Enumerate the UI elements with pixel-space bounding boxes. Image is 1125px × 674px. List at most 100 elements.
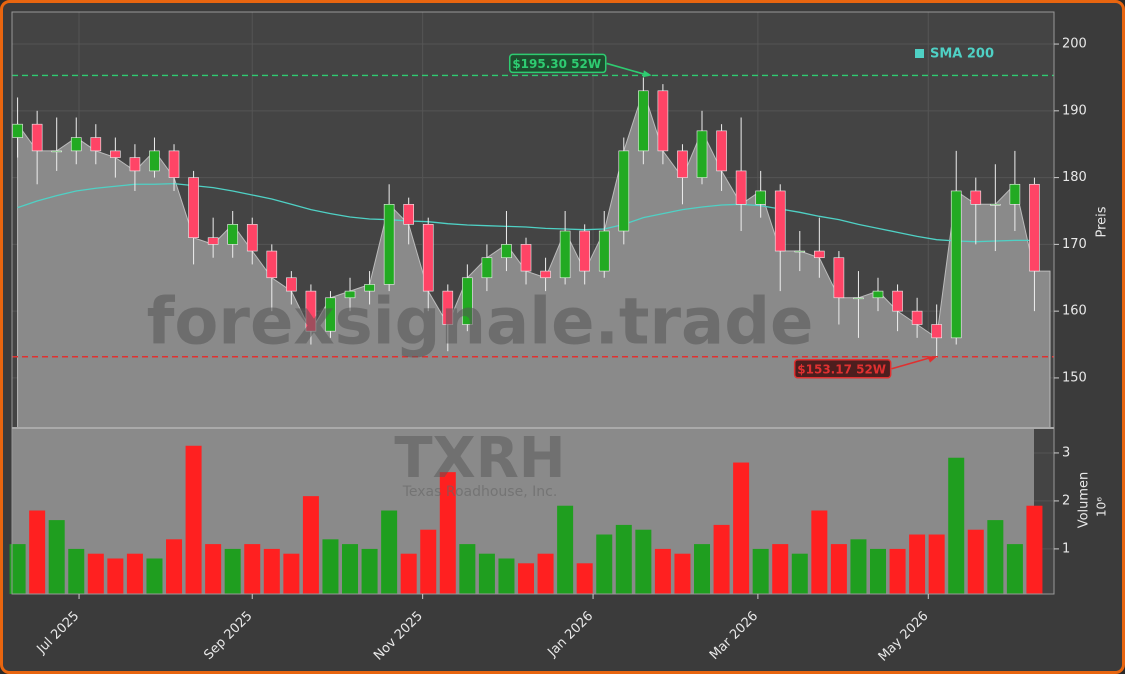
candle-body bbox=[246, 224, 258, 252]
candle-body bbox=[12, 123, 23, 138]
volume-bar bbox=[889, 548, 906, 594]
candle-body bbox=[129, 157, 141, 172]
volume-bar bbox=[478, 553, 495, 594]
candle-body bbox=[1029, 183, 1040, 272]
annotation-label: $153.17 52W bbox=[797, 362, 886, 376]
volume-bar bbox=[596, 534, 613, 594]
volume-bar bbox=[557, 505, 574, 594]
volume-bar bbox=[635, 529, 652, 594]
volume-bar bbox=[694, 544, 711, 594]
candle-body bbox=[31, 123, 43, 152]
volume-bar bbox=[576, 563, 593, 594]
arrow-head bbox=[927, 356, 937, 363]
candle-body bbox=[501, 244, 512, 259]
volume-bar bbox=[29, 510, 46, 594]
candle-body bbox=[950, 190, 962, 339]
volume-bar bbox=[850, 539, 867, 594]
candle-body bbox=[364, 284, 375, 292]
volume-bar bbox=[537, 553, 554, 594]
candle-body bbox=[872, 290, 884, 299]
volume-bar bbox=[1006, 544, 1023, 594]
candle-body bbox=[970, 190, 982, 205]
candle-body bbox=[168, 150, 180, 178]
volume-bar bbox=[811, 510, 828, 594]
volume-bar bbox=[146, 558, 163, 594]
plot-border bbox=[11, 11, 1055, 595]
volume-bar bbox=[713, 524, 730, 594]
candle-body bbox=[579, 230, 590, 272]
volume-bar bbox=[518, 563, 535, 594]
legend-label: SMA 200 bbox=[930, 47, 994, 62]
volume-bar bbox=[283, 553, 300, 594]
annotation-box bbox=[793, 359, 892, 379]
volume-bar bbox=[185, 445, 202, 594]
volume-bar bbox=[439, 472, 456, 594]
candle-body bbox=[814, 250, 825, 259]
candle-body bbox=[657, 90, 669, 152]
candle-body bbox=[755, 190, 766, 205]
volume-bar bbox=[1026, 505, 1043, 594]
candle-body bbox=[853, 297, 864, 300]
volume-bar bbox=[420, 529, 437, 594]
volume-bar bbox=[48, 520, 65, 594]
y-tick-label: 180 bbox=[1062, 170, 1087, 185]
volume-bar bbox=[987, 520, 1004, 594]
y-tick-label: 1 bbox=[1062, 541, 1070, 556]
volume-bar bbox=[107, 558, 124, 594]
volume-bar bbox=[752, 548, 769, 594]
candle-body bbox=[1009, 183, 1021, 205]
volume-bar bbox=[498, 558, 515, 594]
candle-body bbox=[990, 204, 1001, 206]
candle-body bbox=[892, 290, 903, 312]
candle-body bbox=[344, 290, 356, 299]
y-tick-label: 2 bbox=[1062, 493, 1070, 508]
candle-body bbox=[305, 290, 317, 332]
candle-body bbox=[931, 324, 942, 339]
annotation-arrow bbox=[606, 62, 649, 77]
candle-body bbox=[481, 257, 493, 279]
annotation-arrow bbox=[891, 355, 934, 370]
annotation-box bbox=[508, 53, 607, 74]
annotation-label: $195.30 52W bbox=[512, 57, 601, 71]
candle-body bbox=[794, 250, 806, 253]
volume-bar bbox=[302, 496, 319, 594]
volume-bar bbox=[244, 544, 261, 594]
candle-body bbox=[325, 297, 336, 332]
candle-body bbox=[559, 230, 571, 279]
volume-bar bbox=[9, 544, 26, 594]
volume-bar bbox=[615, 524, 632, 594]
y-axis-unit: 10⁶ bbox=[1095, 497, 1109, 517]
volume-bar bbox=[928, 534, 945, 594]
volume-bar bbox=[68, 548, 85, 594]
candle-body bbox=[677, 150, 688, 178]
candle-body bbox=[540, 270, 551, 279]
candle-body bbox=[598, 230, 610, 272]
candle-body bbox=[70, 137, 82, 152]
company-watermark: Texas Roadhouse, Inc. bbox=[402, 484, 558, 500]
y-tick-label: 150 bbox=[1062, 370, 1087, 385]
volume-bar bbox=[263, 548, 280, 594]
volume-bar bbox=[772, 544, 789, 594]
volume-bar bbox=[126, 553, 143, 594]
candle-body bbox=[462, 277, 473, 325]
volume-bar bbox=[870, 548, 887, 594]
candle-body bbox=[188, 177, 199, 238]
candle-body bbox=[51, 150, 62, 153]
volume-bar bbox=[342, 544, 359, 594]
volume-bar bbox=[224, 548, 241, 594]
volume-bar bbox=[459, 544, 476, 594]
candle-body bbox=[90, 137, 102, 152]
candle-body bbox=[442, 290, 454, 325]
y-tick-label: 160 bbox=[1062, 304, 1087, 319]
y-axis-label: Preis bbox=[1095, 206, 1110, 237]
volume-bar bbox=[166, 539, 183, 594]
candle-body bbox=[227, 224, 238, 245]
y-tick-label: 200 bbox=[1062, 37, 1087, 52]
candle-body bbox=[520, 244, 532, 272]
candle-body bbox=[774, 190, 786, 252]
candle-body bbox=[638, 90, 649, 152]
volume-bar bbox=[322, 539, 339, 594]
sma-line bbox=[17, 182, 1035, 243]
candle-body bbox=[286, 277, 297, 292]
